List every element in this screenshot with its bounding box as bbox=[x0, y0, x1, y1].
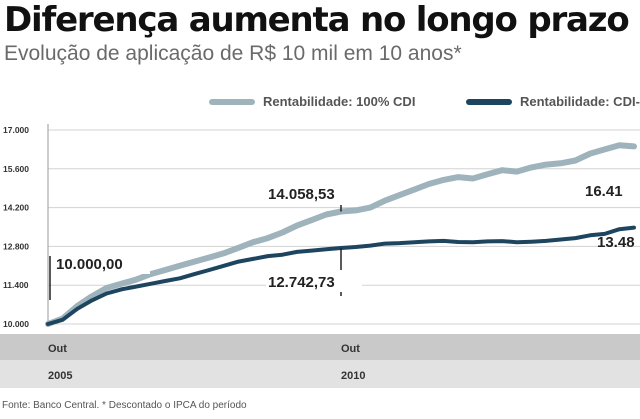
y-tick-label: 17.000 bbox=[3, 125, 29, 135]
y-tick-label: 12.800 bbox=[3, 241, 29, 251]
legend-label-100-cdi: Rentabilidade: 100% CDI bbox=[263, 94, 416, 109]
annotation-bg bbox=[266, 183, 362, 205]
annotation-label: 14.058,53 bbox=[268, 186, 335, 203]
x-tick-year-label: 2010 bbox=[341, 370, 365, 382]
x-tick-month-label: Out bbox=[341, 343, 360, 355]
legend-swatch-100-cdi bbox=[209, 98, 255, 105]
annotation-label: 16.41 bbox=[585, 183, 623, 200]
chart-subtitle: Evolução de aplicação de R$ 10 mil em 10… bbox=[4, 42, 462, 65]
legend-swatch-cdi-2 bbox=[466, 98, 512, 105]
y-tick-label: 15.600 bbox=[3, 164, 29, 174]
legend-item-100-cdi: Rentabilidade: 100% CDI bbox=[209, 94, 415, 109]
legend-label-cdi-2: Rentabilidade: CDI-2% bbox=[520, 94, 640, 109]
y-tick-label: 10.000 bbox=[3, 319, 29, 329]
y-tick-label: 11.400 bbox=[3, 280, 29, 290]
x-axis-band-month bbox=[0, 334, 640, 360]
x-tick-year-label: 2005 bbox=[48, 370, 72, 382]
annotation-bg bbox=[54, 252, 150, 274]
y-tick-label: 14.200 bbox=[3, 203, 29, 213]
legend-item-cdi-2: Rentabilidade: CDI-2% bbox=[466, 94, 640, 109]
annotation-bg bbox=[266, 270, 362, 292]
x-axis-band-year bbox=[0, 360, 640, 388]
source-note: Fonte: Banco Central. * Descontado o IPC… bbox=[2, 400, 247, 411]
annotation-label: 10.000,00 bbox=[56, 256, 123, 273]
annotation-label: 13.48 bbox=[597, 234, 635, 251]
x-tick-month-label: Out bbox=[48, 343, 67, 355]
annotation-label: 12.742,73 bbox=[268, 274, 335, 291]
series-line-0 bbox=[45, 142, 637, 327]
chart-title: Diferença aumenta no longo prazo bbox=[4, 0, 630, 40]
